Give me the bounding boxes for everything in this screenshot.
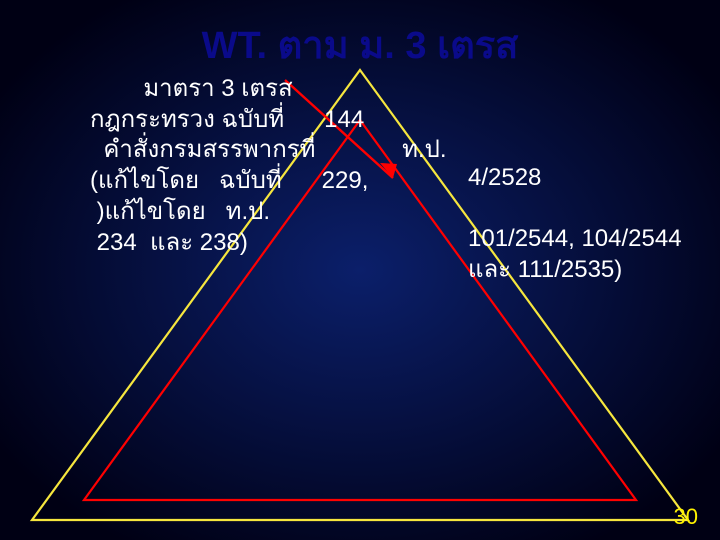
right-text-block: 4/2528 101/2544, 104/2544 และ 111/2535) [468, 163, 682, 286]
left-text-block: มาตรา 3 เตรส กฎกระทรวง ฉบับที่ 144 คำสั่… [90, 74, 447, 258]
slide-number: 30 [674, 504, 698, 530]
slide-title: WT. ตาม ม. 3 เตรส [0, 14, 720, 75]
